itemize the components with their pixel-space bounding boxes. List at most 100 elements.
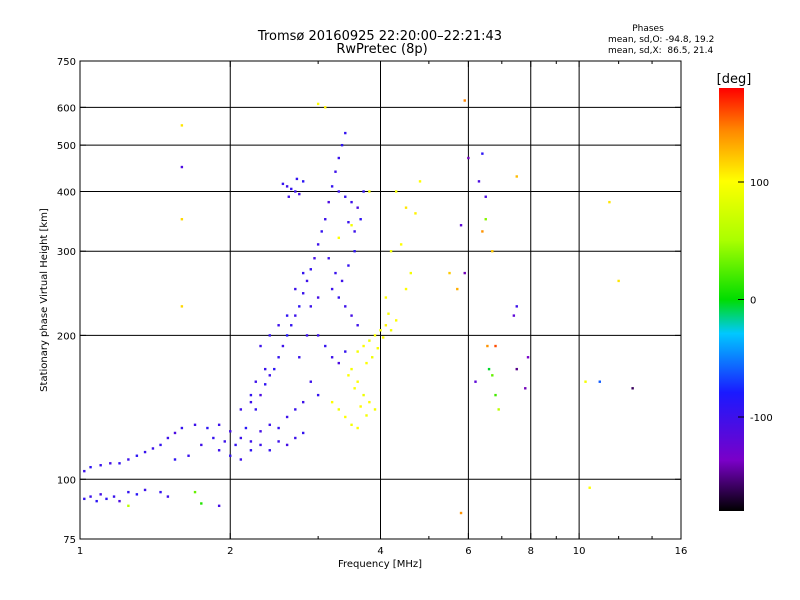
data-point-o	[99, 464, 102, 467]
data-point-o	[159, 443, 162, 447]
data-point-o	[356, 206, 359, 209]
x-tick-label: 6	[465, 546, 471, 557]
data-point-other	[497, 408, 500, 411]
x-tick-label: 16	[675, 546, 688, 557]
data-point-o	[287, 195, 290, 198]
data-point-o	[264, 367, 267, 371]
colorbar-ticks: 100 0 -100	[738, 178, 773, 424]
x-tick-label: 8	[528, 546, 534, 557]
data-point-o	[109, 462, 112, 465]
colorbar-tick-label: -100	[750, 413, 773, 424]
data-point-o	[193, 423, 197, 427]
data-point-o	[112, 495, 116, 498]
data-point-x	[617, 279, 620, 283]
data-point-o	[316, 296, 320, 299]
data-point-o	[337, 190, 341, 193]
axis-ticks: 1 2 4 6 8 10 16 75 100 200 300 400 500 600 750	[57, 57, 687, 557]
data-point-x	[404, 287, 408, 291]
data-point-o	[353, 250, 356, 253]
data-point-o	[324, 344, 327, 348]
data-point-o	[350, 314, 353, 317]
data-point-o	[239, 458, 243, 461]
y-tick-label: 750	[57, 57, 76, 68]
data-point-other	[180, 305, 184, 308]
data-point-o	[268, 449, 271, 452]
data-point-o	[362, 190, 365, 193]
data-point-o	[301, 400, 305, 404]
data-point-o	[344, 305, 347, 308]
data-point-x	[481, 230, 484, 233]
data-point-o	[294, 314, 297, 317]
data-point-o	[223, 440, 226, 443]
data-point-o	[334, 170, 337, 173]
data-point-x	[409, 271, 412, 275]
data-point-other	[526, 356, 530, 359]
data-point-x	[347, 374, 350, 377]
data-point-other	[515, 305, 518, 308]
data-point-o	[301, 271, 305, 275]
chart-subtitle: RwPretec (8p)	[336, 42, 427, 57]
data-point-o	[143, 488, 147, 492]
data-point-x	[368, 339, 371, 342]
data-point-x	[463, 99, 466, 102]
data-point-o	[254, 408, 257, 411]
data-point-x	[494, 344, 497, 348]
data-point-o	[180, 426, 184, 430]
data-point-other	[481, 152, 484, 155]
data-point-x	[448, 271, 451, 275]
data-point-o	[316, 334, 320, 337]
data-point-o	[327, 257, 330, 260]
data-point-o	[173, 431, 177, 435]
data-point-x	[418, 180, 422, 183]
colorbar-tick-label: 0	[750, 296, 756, 307]
x-tick-label: 2	[227, 546, 233, 557]
data-point-other	[484, 218, 487, 221]
data-point-o	[268, 423, 271, 427]
data-point-other	[127, 504, 130, 508]
data-point-x	[359, 405, 362, 408]
y-tick-label: 400	[57, 187, 76, 198]
data-point-o	[159, 490, 162, 494]
data-point-o	[259, 344, 262, 348]
data-point-o	[337, 156, 341, 160]
data-point-o	[330, 287, 334, 291]
data-point-o	[212, 436, 215, 440]
data-point-o	[264, 383, 267, 386]
data-point-o	[309, 268, 312, 271]
data-point-o	[309, 380, 312, 383]
y-tick-label: 75	[63, 535, 76, 546]
data-point-o	[330, 185, 334, 188]
x-tick-label: 4	[377, 546, 383, 557]
data-point-x	[373, 334, 377, 337]
phases-o-stats: mean, sd,O: -94.8, 19.2	[608, 35, 714, 45]
data-point-o	[206, 426, 209, 430]
data-point-o	[347, 221, 350, 224]
data-point-other	[180, 218, 184, 221]
x-axis-label: Frequency [MHz]	[338, 559, 422, 570]
data-point-o	[273, 367, 276, 371]
grid-lines	[80, 61, 681, 539]
data-point-x	[356, 380, 359, 383]
data-point-o	[285, 415, 289, 419]
data-point-x	[350, 367, 353, 371]
data-point-o	[249, 393, 253, 397]
data-point-x	[384, 296, 388, 299]
data-point-other	[515, 367, 518, 371]
data-point-o	[334, 271, 337, 275]
data-point-other	[484, 195, 487, 198]
data-point-o	[259, 443, 262, 447]
data-point-other	[459, 224, 463, 227]
data-point-x	[379, 329, 382, 332]
data-point-o	[324, 218, 327, 221]
data-point-o	[249, 400, 253, 404]
data-point-other	[217, 504, 221, 508]
x-tick-label: 1	[77, 546, 83, 557]
data-point-o	[239, 436, 243, 440]
data-point-o	[249, 449, 253, 452]
data-point-o	[234, 443, 237, 447]
chart-title: Tromsø 20160925 22:20:00–22:21:43	[257, 29, 502, 44]
data-point-o	[316, 393, 320, 397]
data-point-x	[384, 324, 388, 327]
data-point-o	[166, 495, 170, 498]
